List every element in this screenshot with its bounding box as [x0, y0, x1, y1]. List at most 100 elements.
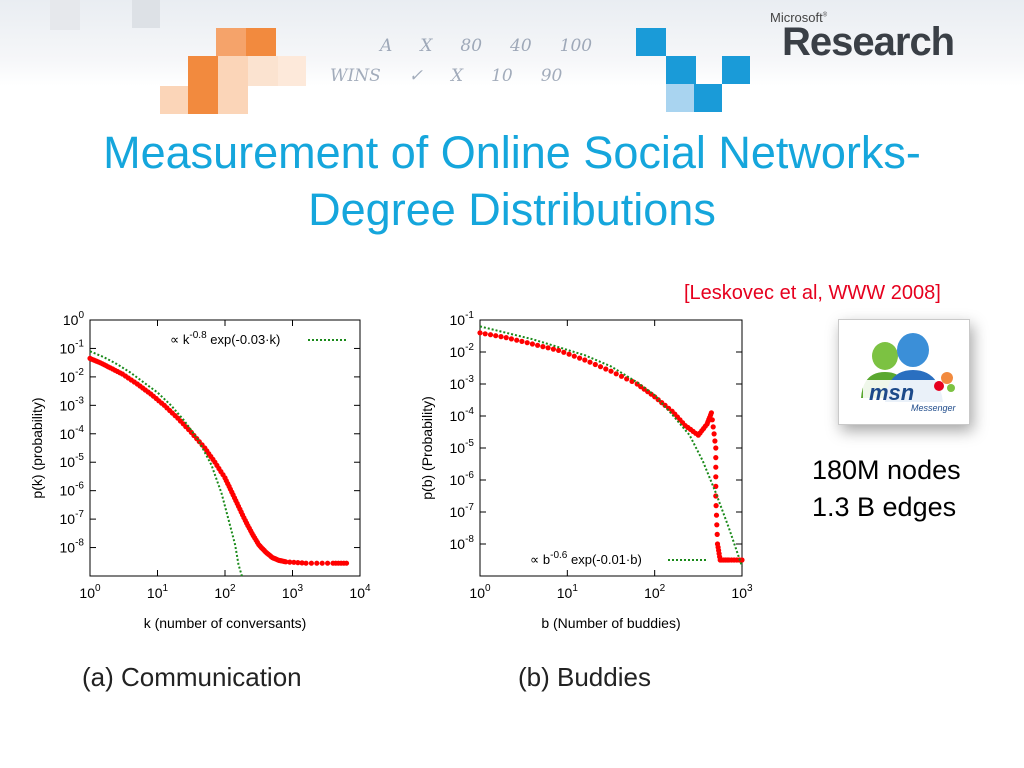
y-tick-label: 10-8 — [450, 534, 475, 552]
data-point — [714, 522, 720, 528]
network-stats: 180M nodes 1.3 B edges — [812, 452, 961, 526]
data-point — [592, 361, 598, 368]
data-point — [283, 559, 289, 565]
handwriting-cell: 90 — [540, 66, 563, 86]
x-tick-label: 100 — [469, 583, 491, 601]
data-point — [714, 531, 720, 537]
data-point — [713, 455, 719, 461]
data-point — [566, 351, 572, 357]
data-point — [529, 341, 535, 347]
logo-research: Research — [782, 20, 955, 64]
legend-label: ∝ b-0.6 exp(-0.01·b) — [530, 550, 642, 567]
fit-line — [89, 350, 243, 577]
handwriting-cell: A — [380, 36, 393, 56]
data-point — [709, 417, 715, 423]
handwriting-row: A X 80 40 100 — [380, 36, 592, 56]
data-point — [493, 333, 499, 339]
data-point — [314, 560, 320, 566]
decor-tile — [248, 56, 278, 86]
decor-tile — [132, 0, 160, 28]
chart-buddies: 100 101 102 103 10-1 10-2 10-3 10-4 10-5 10-6 10-7… — [410, 306, 780, 706]
y-tick-label: 10-4 — [450, 406, 475, 424]
x-tick-label: 104 — [349, 583, 371, 601]
handwriting-cell: 40 — [510, 36, 532, 56]
x-axis-label: b (Number of buddies) — [541, 615, 680, 631]
data-point — [535, 342, 541, 348]
decor-tile — [694, 84, 722, 112]
y-tick-label: 10-5 — [60, 452, 85, 470]
header-band — [0, 0, 1024, 86]
data-point — [711, 431, 717, 437]
data-point — [343, 560, 350, 566]
decor-tile — [218, 86, 248, 114]
decor-tile — [218, 56, 248, 86]
data-point — [712, 438, 718, 444]
y-axis-label: p(k) (probability) — [29, 397, 45, 498]
data-point — [571, 353, 577, 359]
handwriting-row: WINS ✓ X 10 90 — [330, 66, 562, 86]
x-tick-label: 101 — [147, 583, 169, 601]
data-point — [287, 559, 293, 565]
handwriting-cell: 100 — [559, 36, 593, 56]
data-point — [613, 371, 619, 377]
msn-logo-subtext: Messenger — [911, 403, 957, 413]
data-point — [739, 557, 745, 563]
y-tick-label: 10-1 — [450, 310, 475, 328]
x-tick-label: 103 — [731, 583, 753, 601]
x-tick-label: 101 — [557, 583, 579, 601]
y-tick-label: 10-8 — [60, 538, 85, 556]
chart-buddies-svg: 100 101 102 103 10-1 10-2 10-3 10-4 10-5 10-6 10-7… — [419, 310, 753, 692]
data-point — [556, 347, 562, 353]
y-tick-label: 10-7 — [450, 502, 475, 520]
logo-microsoft: Microsoft® — [770, 10, 828, 25]
chart-caption: (a) Communication — [82, 662, 302, 692]
x-tick-label: 100 — [79, 583, 101, 601]
slide-title: Measurement of Online Social Networks- D… — [0, 124, 1024, 238]
decor-tile — [160, 86, 188, 114]
data-point — [608, 368, 614, 374]
data-point — [482, 331, 488, 337]
plot-frame — [479, 319, 743, 577]
data-point — [477, 330, 483, 336]
data-point — [587, 359, 593, 365]
plot-frame — [89, 319, 361, 577]
data-point — [503, 335, 509, 341]
data-point — [618, 373, 625, 379]
data-point — [629, 378, 635, 384]
data-point — [498, 334, 504, 340]
decor-tile — [216, 28, 246, 56]
x-axis-label: k (number of conversants) — [144, 615, 307, 631]
data-point — [577, 355, 583, 361]
data-point — [540, 344, 546, 350]
data-point — [713, 474, 719, 480]
fit-line — [479, 325, 743, 567]
stats-edges: 1.3 B edges — [812, 492, 957, 522]
data-point — [713, 445, 719, 451]
legend-label: ∝ k-0.8 exp(-0.03·k) — [170, 330, 280, 347]
data-point — [708, 410, 714, 416]
decor-tile — [722, 56, 750, 84]
data-point — [295, 560, 301, 566]
y-tick-label: 10-2 — [60, 367, 85, 385]
citation: [Leskovec et al, WWW 2008] — [684, 282, 941, 304]
x-tick-label: 103 — [282, 583, 304, 601]
msn-messenger-logo: msn Messenger — [838, 319, 970, 425]
handwriting-cell: 80 — [460, 36, 483, 56]
data-point — [582, 357, 588, 363]
title-line-2: Degree Distributions — [308, 184, 716, 235]
stats-nodes: 180M nodes — [812, 455, 961, 485]
x-tick-label: 102 — [214, 583, 236, 601]
y-tick-label: 10-6 — [450, 470, 475, 488]
y-tick-label: 10-4 — [60, 424, 85, 442]
data-point — [713, 464, 719, 470]
y-tick-label: 10-3 — [450, 374, 475, 392]
data-point — [561, 349, 567, 355]
data-point — [303, 560, 309, 566]
chart-communication-svg: 100 101 102 103 104 100 10-1 10-2 10-3 10-4 10-5 10… — [29, 310, 371, 692]
decor-tile — [188, 86, 218, 114]
data-point — [550, 346, 556, 352]
y-tick-label: 10-2 — [450, 342, 475, 360]
data-point — [508, 336, 514, 342]
y-tick-label: 10-6 — [60, 481, 85, 499]
handwriting-cell: ✓ — [408, 66, 423, 86]
